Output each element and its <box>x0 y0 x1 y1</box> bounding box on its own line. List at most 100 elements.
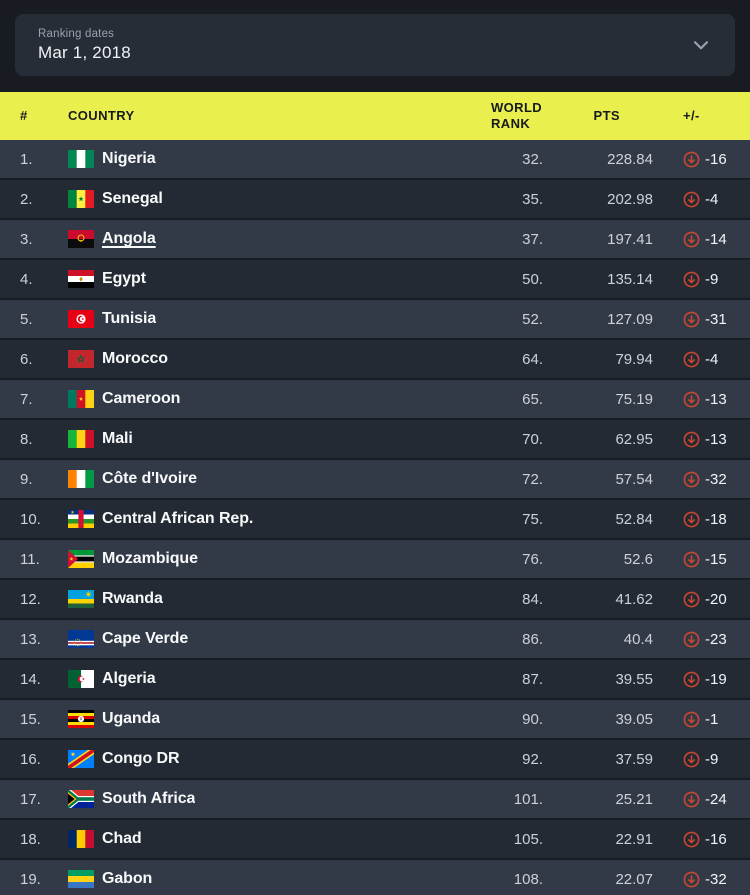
country-name: Mali <box>102 430 133 447</box>
arrow-down-circle-icon <box>683 311 700 328</box>
chevron-down-icon <box>693 41 709 50</box>
delta-cell: -13 <box>653 431 750 448</box>
delta-value: -31 <box>705 310 727 328</box>
delta-value: -4 <box>705 190 719 208</box>
delta-value: -9 <box>705 270 719 288</box>
country-name: Cape Verde <box>102 630 189 647</box>
table-row[interactable]: 4. Egypt 50. 135.14 -9 <box>0 260 750 300</box>
flag-algeria-icon <box>68 670 94 688</box>
country-name: Senegal <box>102 190 163 207</box>
world-rank-value: 86. <box>522 630 543 648</box>
world-rank-value: 108. <box>513 870 543 888</box>
table-row[interactable]: 1. Nigeria 32. 228.84 -16 <box>0 140 750 180</box>
table-row[interactable]: 16. Congo DR 92. 37.59 -9 <box>0 740 750 780</box>
arrow-down-circle-icon <box>683 271 700 288</box>
flag-congo-dr-icon <box>68 745 94 773</box>
table-row[interactable]: 9. Côte d'Ivoire 72. 57.54 -32 <box>0 460 750 500</box>
pts-value: 75.19 <box>615 390 653 408</box>
table-row[interactable]: 19. Gabon 108. 22.07 -32 <box>0 860 750 895</box>
world-rank-value: 50. <box>522 270 543 288</box>
flag-uganda-icon <box>68 710 94 728</box>
delta-cell: -15 <box>653 551 750 568</box>
arrow-down-circle-icon <box>683 471 700 488</box>
flag-cote-divoire-icon <box>68 470 94 488</box>
flag-rwanda-icon <box>68 590 94 608</box>
ranking-table: 1. Nigeria 32. 228.84 -16 2. Senegal 35. 202.98 -… <box>0 140 750 895</box>
table-row[interactable]: 5. Tunisia 52. 127.09 -31 <box>0 300 750 340</box>
pts-value: 37.59 <box>615 750 653 768</box>
country-cell: Mali <box>68 430 448 448</box>
rank-number: 1. <box>20 150 33 168</box>
arrow-down-circle-icon <box>683 151 700 168</box>
world-rank-value: 70. <box>522 430 543 448</box>
table-row[interactable]: 11. Mozambique 76. 52.6 -15 <box>0 540 750 580</box>
table-row[interactable]: 17. South Africa 101. 25.21 -24 <box>0 780 750 820</box>
filter-bar: Ranking dates Mar 1, 2018 <box>0 0 750 92</box>
pts-value: 202.98 <box>607 190 653 208</box>
arrow-down-circle-icon <box>683 191 700 208</box>
flag-cameroon-icon <box>68 390 94 408</box>
table-row[interactable]: 8. Mali 70. 62.95 -13 <box>0 420 750 460</box>
world-rank-value: 84. <box>522 590 543 608</box>
table-row[interactable]: 12. Rwanda 84. 41.62 -20 <box>0 580 750 620</box>
table-row[interactable]: 14. Algeria 87. 39.55 -19 <box>0 660 750 700</box>
flag-senegal-icon <box>68 190 94 208</box>
table-row[interactable]: 10. Central African Rep. 75. 52.84 -18 <box>0 500 750 540</box>
delta-cell: -19 <box>653 671 750 688</box>
country-name: Côte d'Ivoire <box>102 470 197 487</box>
table-row[interactable]: 7. Cameroon 65. 75.19 -13 <box>0 380 750 420</box>
table-row[interactable]: 3. Angola 37. 197.41 -14 <box>0 220 750 260</box>
delta-cell: -20 <box>653 591 750 608</box>
pts-value: 40.4 <box>623 630 653 648</box>
rank-number: 7. <box>20 390 33 408</box>
rank-number: 2. <box>20 190 33 208</box>
country-cell: Angola <box>68 230 448 248</box>
header-world-rank-line1: WORLD <box>491 99 543 115</box>
delta-cell: -31 <box>653 311 750 328</box>
rank-number: 18. <box>20 830 41 848</box>
pts-value: 22.07 <box>615 870 653 888</box>
world-rank-value: 76. <box>522 550 543 568</box>
rank-number: 10. <box>20 510 41 528</box>
header-country: COUNTRY <box>68 107 135 123</box>
pts-value: 197.41 <box>607 230 653 248</box>
world-rank-value: 101. <box>513 790 543 808</box>
flag-nigeria-icon <box>68 150 94 168</box>
world-rank-value: 32. <box>522 150 543 168</box>
world-rank-value: 37. <box>522 230 543 248</box>
rank-number: 14. <box>20 670 41 688</box>
arrow-down-circle-icon <box>683 351 700 368</box>
flag-mozambique-icon <box>68 550 94 568</box>
rank-number: 13. <box>20 630 41 648</box>
arrow-down-circle-icon <box>683 671 700 688</box>
table-header: # COUNTRY WORLD RANK PTS +/- <box>0 92 750 140</box>
country-cell: Côte d'Ivoire <box>68 470 448 488</box>
table-row[interactable]: 13. Cape Verde 86. 40.4 -23 <box>0 620 750 660</box>
header-delta: +/- <box>683 107 700 123</box>
delta-value: -19 <box>705 670 727 688</box>
country-cell: Egypt <box>68 270 448 288</box>
ranking-dates-dropdown[interactable]: Ranking dates Mar 1, 2018 <box>15 14 735 76</box>
country-name: Angola <box>102 230 156 247</box>
world-rank-value: 52. <box>522 310 543 328</box>
pts-value: 41.62 <box>615 590 653 608</box>
country-name: Uganda <box>102 710 161 727</box>
delta-cell: -23 <box>653 631 750 648</box>
table-row[interactable]: 2. Senegal 35. 202.98 -4 <box>0 180 750 220</box>
table-row[interactable]: 15. Uganda 90. 39.05 -1 <box>0 700 750 740</box>
country-cell: Rwanda <box>68 590 448 608</box>
table-row[interactable]: 18. Chad 105. 22.91 -16 <box>0 820 750 860</box>
world-rank-value: 75. <box>522 510 543 528</box>
delta-cell: -32 <box>653 471 750 488</box>
arrow-down-circle-icon <box>683 871 700 888</box>
rank-number: 3. <box>20 230 33 248</box>
table-row[interactable]: 6. Morocco 64. 79.94 -4 <box>0 340 750 380</box>
flag-morocco-icon <box>68 350 94 368</box>
country-cell: Congo DR <box>68 745 448 773</box>
arrow-down-circle-icon <box>683 831 700 848</box>
arrow-down-circle-icon <box>683 631 700 648</box>
delta-value: -16 <box>705 150 727 168</box>
delta-value: -23 <box>705 630 727 648</box>
delta-cell: -24 <box>653 791 750 808</box>
arrow-down-circle-icon <box>683 431 700 448</box>
